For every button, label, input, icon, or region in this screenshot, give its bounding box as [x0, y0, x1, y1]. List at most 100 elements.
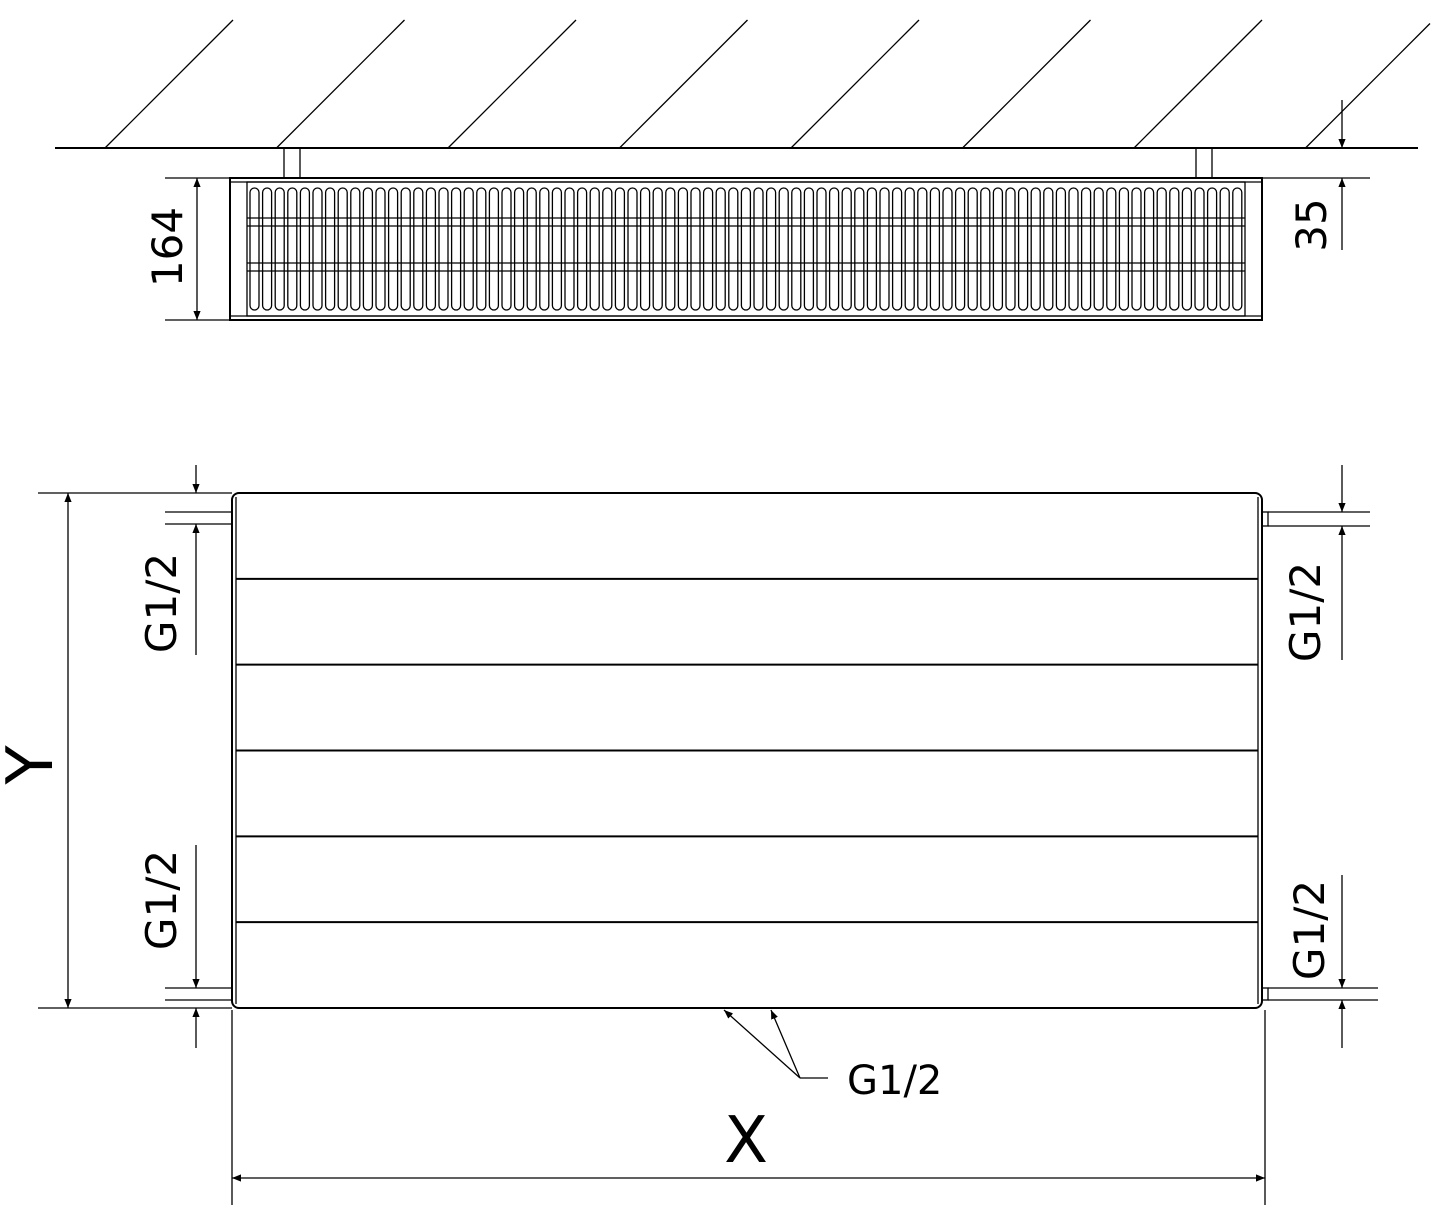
fin — [1118, 187, 1130, 311]
fin — [513, 187, 525, 311]
fin — [967, 187, 978, 311]
fin — [1030, 187, 1041, 311]
fin — [1169, 187, 1180, 311]
dimension-y: Y — [0, 492, 232, 1009]
fin — [1093, 187, 1104, 311]
bottom-connection-leader: G1/2 — [723, 1009, 942, 1104]
fin — [1017, 187, 1029, 311]
fin — [1005, 187, 1016, 311]
fin — [1206, 187, 1218, 311]
fin — [324, 187, 336, 311]
fin — [299, 187, 311, 311]
fin — [954, 187, 966, 311]
fin — [438, 187, 449, 311]
fin — [249, 187, 260, 311]
panel-grooves — [236, 577, 1258, 924]
fin — [1219, 187, 1230, 311]
convector-fins — [249, 187, 1243, 311]
fin — [413, 187, 424, 311]
fin — [350, 187, 361, 311]
wall — [55, 19, 1431, 149]
fin — [1156, 187, 1167, 311]
fin — [1055, 187, 1067, 311]
dimension-right-bottom-connection: G1/2 — [1268, 875, 1378, 1048]
hatch-line — [447, 19, 577, 149]
hatch-line — [619, 19, 748, 149]
fin — [715, 187, 726, 311]
dimension-right-top-connection: G1/2 — [1268, 465, 1370, 662]
dimension-y-label: Y — [0, 745, 68, 786]
dimension-left-bottom-connection: G1/2 — [137, 845, 232, 1048]
fin — [753, 187, 764, 311]
dimension-x: X — [231, 1010, 1266, 1205]
hatch-line — [104, 19, 234, 149]
fin — [425, 187, 437, 311]
fin — [828, 187, 840, 311]
fin — [765, 187, 777, 311]
fin — [677, 187, 689, 311]
fin — [488, 187, 500, 311]
fin — [992, 187, 1004, 311]
fin — [312, 187, 323, 311]
fin — [891, 187, 903, 311]
fin — [450, 187, 462, 311]
fin — [576, 187, 588, 311]
fin — [1232, 187, 1243, 311]
wall-brackets — [283, 148, 1213, 178]
dimension-164-label: 164 — [143, 207, 192, 287]
fin — [362, 187, 374, 311]
hatch-line — [962, 19, 1091, 149]
right-bottom-connection-label: G1/2 — [1285, 880, 1334, 980]
dimension-164: 164 — [143, 177, 230, 321]
fin — [690, 187, 701, 311]
fin — [1106, 187, 1117, 311]
fin — [1131, 187, 1142, 311]
fin — [740, 187, 752, 311]
fin — [539, 187, 550, 311]
hatch-line — [276, 19, 405, 149]
right-top-connection-label: G1/2 — [1281, 562, 1330, 662]
connection-stub-bottom-right — [1261, 987, 1269, 1001]
fin — [866, 187, 878, 311]
dimension-35: 35 — [1262, 100, 1370, 252]
fin — [854, 187, 865, 311]
fin — [564, 187, 575, 311]
fin — [639, 187, 651, 311]
fin — [400, 187, 411, 311]
fin — [551, 187, 563, 311]
fin — [602, 187, 613, 311]
fin — [652, 187, 663, 311]
fin — [1194, 187, 1205, 311]
wall-hatching — [104, 19, 1431, 149]
fin — [1181, 187, 1193, 311]
fin — [526, 187, 537, 311]
fin — [261, 187, 273, 311]
fin — [879, 187, 890, 311]
radiator-front-view — [231, 492, 1269, 1009]
hatch-line — [790, 19, 920, 149]
fin — [665, 187, 676, 311]
fin — [1043, 187, 1054, 311]
fin — [841, 187, 852, 311]
fin — [942, 187, 953, 311]
fin — [1068, 187, 1079, 311]
fin — [803, 187, 815, 311]
bottom-connection-label: G1/2 — [847, 1058, 942, 1104]
radiator-top-view — [229, 177, 1263, 321]
fin — [702, 187, 714, 311]
fin — [1143, 187, 1155, 311]
dimension-x-label: X — [724, 1104, 768, 1178]
fin — [614, 187, 626, 311]
fin — [904, 187, 915, 311]
fin — [627, 187, 638, 311]
fin — [287, 187, 298, 311]
fin — [501, 187, 512, 311]
dimension-35-label: 35 — [1287, 198, 1336, 251]
fin — [929, 187, 941, 311]
fin — [778, 187, 789, 311]
fin — [274, 187, 285, 311]
fin — [337, 187, 348, 311]
fin — [917, 187, 928, 311]
fin — [589, 187, 600, 311]
